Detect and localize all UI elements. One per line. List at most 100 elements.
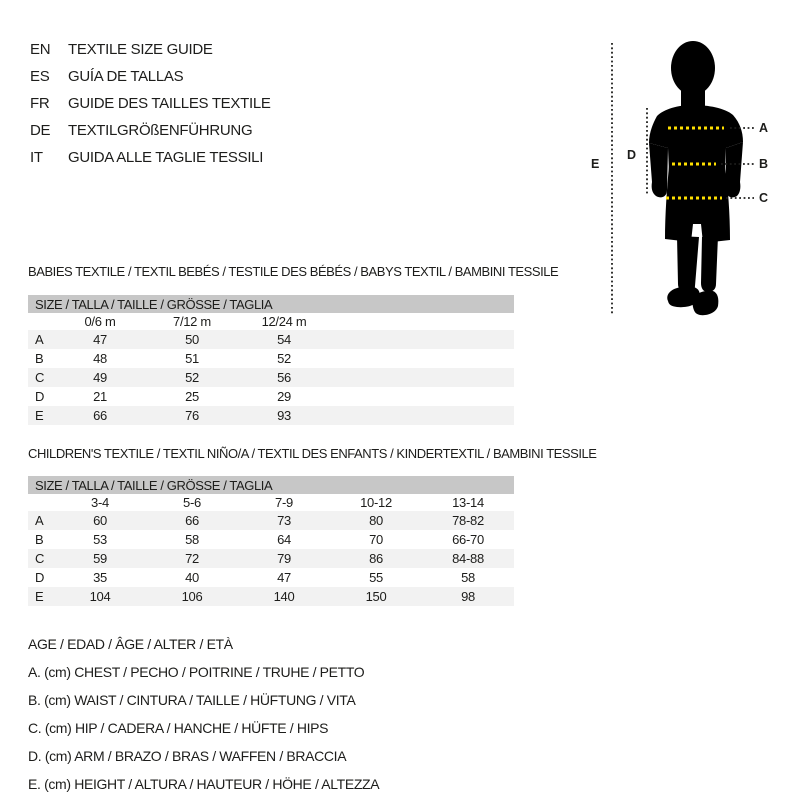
silhouette-shirt xyxy=(649,105,743,173)
cell: 50 xyxy=(185,332,199,347)
hip-label: C xyxy=(759,191,768,205)
row-label: C xyxy=(35,551,45,566)
lang-code: IT xyxy=(30,149,43,166)
cell: 72 xyxy=(185,551,199,566)
legend-line-waist: B. (cm) WAIST / CINTURA / TAILLE / HÜFTU… xyxy=(28,692,356,708)
lang-title: GUIDE DES TAILLES TEXTILE xyxy=(68,95,271,112)
children-size-table: SIZE / TALLA / TAILLE / GRÖSSE / TAGLIA … xyxy=(28,476,514,606)
cell: 49 xyxy=(93,370,107,385)
cell: 54 xyxy=(277,332,291,347)
legend-line-hip: C. (cm) HIP / CADERA / HANCHE / HÜFTE / … xyxy=(28,720,329,736)
table-row: C 59 72 79 86 84-88 xyxy=(28,549,514,568)
column-header: 5-6 xyxy=(183,495,201,510)
cell: 140 xyxy=(273,589,295,604)
cell: 25 xyxy=(185,389,199,404)
cell: 47 xyxy=(93,332,107,347)
table-row: C 49 52 56 xyxy=(28,368,514,387)
lang-title: TEXTILGRÖßENFÜHRUNG xyxy=(68,122,253,139)
cell: 55 xyxy=(369,570,383,585)
table-row: B 53 58 64 70 66-70 xyxy=(28,530,514,549)
row-label: D xyxy=(35,570,45,585)
lang-title: GUÍA DE TALLAS xyxy=(68,68,184,85)
cell: 59 xyxy=(93,551,107,566)
cell: 66 xyxy=(185,513,199,528)
silhouette-left-shoe xyxy=(667,287,700,308)
cell: 150 xyxy=(365,589,387,604)
chest-label: A xyxy=(759,121,768,135)
lang-row-en: EN TEXTILE SIZE GUIDE xyxy=(30,36,271,63)
cell: 52 xyxy=(277,351,291,366)
cell: 93 xyxy=(277,408,291,423)
cell: 58 xyxy=(461,570,475,585)
column-header: 7-9 xyxy=(275,495,293,510)
silhouette-right-leg xyxy=(701,236,718,292)
silhouette-left-leg xyxy=(677,236,699,292)
row-label: C xyxy=(35,370,45,385)
cell: 66 xyxy=(93,408,107,423)
measurement-legend: AGE / EDAD / ÂGE / ALTER / ETÀ A. (cm) C… xyxy=(28,630,380,798)
row-label: E xyxy=(35,408,44,423)
size-header-bar: SIZE / TALLA / TAILLE / GRÖSSE / TAGLIA xyxy=(28,476,514,494)
row-label: B xyxy=(35,351,44,366)
cell: 104 xyxy=(89,589,111,604)
lang-title: GUIDA ALLE TAGLIE TESSILI xyxy=(68,149,264,166)
table-row: E 66 76 93 xyxy=(28,406,514,425)
lang-row-fr: FR GUIDE DES TAILLES TEXTILE xyxy=(30,90,271,117)
babies-size-table: SIZE / TALLA / TAILLE / GRÖSSE / TAGLIA … xyxy=(28,295,514,425)
cell: 56 xyxy=(277,370,291,385)
cell: 66-70 xyxy=(452,532,484,547)
size-header-bar: SIZE / TALLA / TAILLE / GRÖSSE / TAGLIA xyxy=(28,295,514,313)
row-label: E xyxy=(35,589,44,604)
cell: 76 xyxy=(185,408,199,423)
table-row: A 47 50 54 xyxy=(28,330,514,349)
silhouette-left-arm xyxy=(649,143,668,198)
table-row: D 21 25 29 xyxy=(28,387,514,406)
cell: 80 xyxy=(369,513,383,528)
child-silhouette xyxy=(649,41,743,316)
legend-line-age: AGE / EDAD / ÂGE / ALTER / ETÀ xyxy=(28,636,233,652)
silhouette-right-arm xyxy=(726,142,743,198)
cell: 64 xyxy=(277,532,291,547)
cell: 98 xyxy=(461,589,475,604)
cell: 21 xyxy=(93,389,107,404)
lang-code: EN xyxy=(30,41,51,58)
lang-code: ES xyxy=(30,68,50,85)
cell: 58 xyxy=(185,532,199,547)
cell: 86 xyxy=(369,551,383,566)
column-header: 13-14 xyxy=(452,495,484,510)
cell: 47 xyxy=(277,570,291,585)
legend-line-height: E. (cm) HEIGHT / ALTURA / HAUTEUR / HÖHE… xyxy=(28,776,380,792)
column-header: 3-4 xyxy=(91,495,109,510)
silhouette-right-shoe xyxy=(692,291,719,316)
cell: 48 xyxy=(93,351,107,366)
arm-label: D xyxy=(627,148,636,162)
cell: 73 xyxy=(277,513,291,528)
cell: 79 xyxy=(277,551,291,566)
cell: 52 xyxy=(185,370,199,385)
children-section-title: CHILDREN'S TEXTILE / TEXTIL NIÑO/A / TEX… xyxy=(28,446,597,461)
language-header: EN TEXTILE SIZE GUIDE ES GUÍA DE TALLAS … xyxy=(30,36,271,171)
lang-code: FR xyxy=(30,95,50,112)
table-row: E 104 106 140 150 98 xyxy=(28,587,514,606)
babies-column-headers: 0/6 m 7/12 m 12/24 m xyxy=(28,313,514,330)
column-header: 0/6 m xyxy=(84,314,116,329)
child-figure-svg: A B C D E xyxy=(591,41,768,316)
cell: 29 xyxy=(277,389,291,404)
cell: 60 xyxy=(93,513,107,528)
column-header: 7/12 m xyxy=(173,314,211,329)
cell: 70 xyxy=(369,532,383,547)
lang-code: DE xyxy=(30,122,51,139)
cell: 51 xyxy=(185,351,199,366)
row-label: A xyxy=(35,513,44,528)
legend-line-chest: A. (cm) CHEST / PECHO / POITRINE / TRUHE… xyxy=(28,664,365,680)
babies-section-title: BABIES TEXTILE / TEXTIL BEBÉS / TESTILE … xyxy=(28,264,559,279)
cell: 53 xyxy=(93,532,107,547)
lang-row-it: IT GUIDA ALLE TAGLIE TESSILI xyxy=(30,144,271,171)
cell: 78-82 xyxy=(452,513,484,528)
table-row: D 35 40 47 55 58 xyxy=(28,568,514,587)
table-row: A 60 66 73 80 78-82 xyxy=(28,511,514,530)
measurement-figure: A B C D E xyxy=(580,28,800,320)
row-label: B xyxy=(35,532,44,547)
column-header: 12/24 m xyxy=(261,314,307,329)
